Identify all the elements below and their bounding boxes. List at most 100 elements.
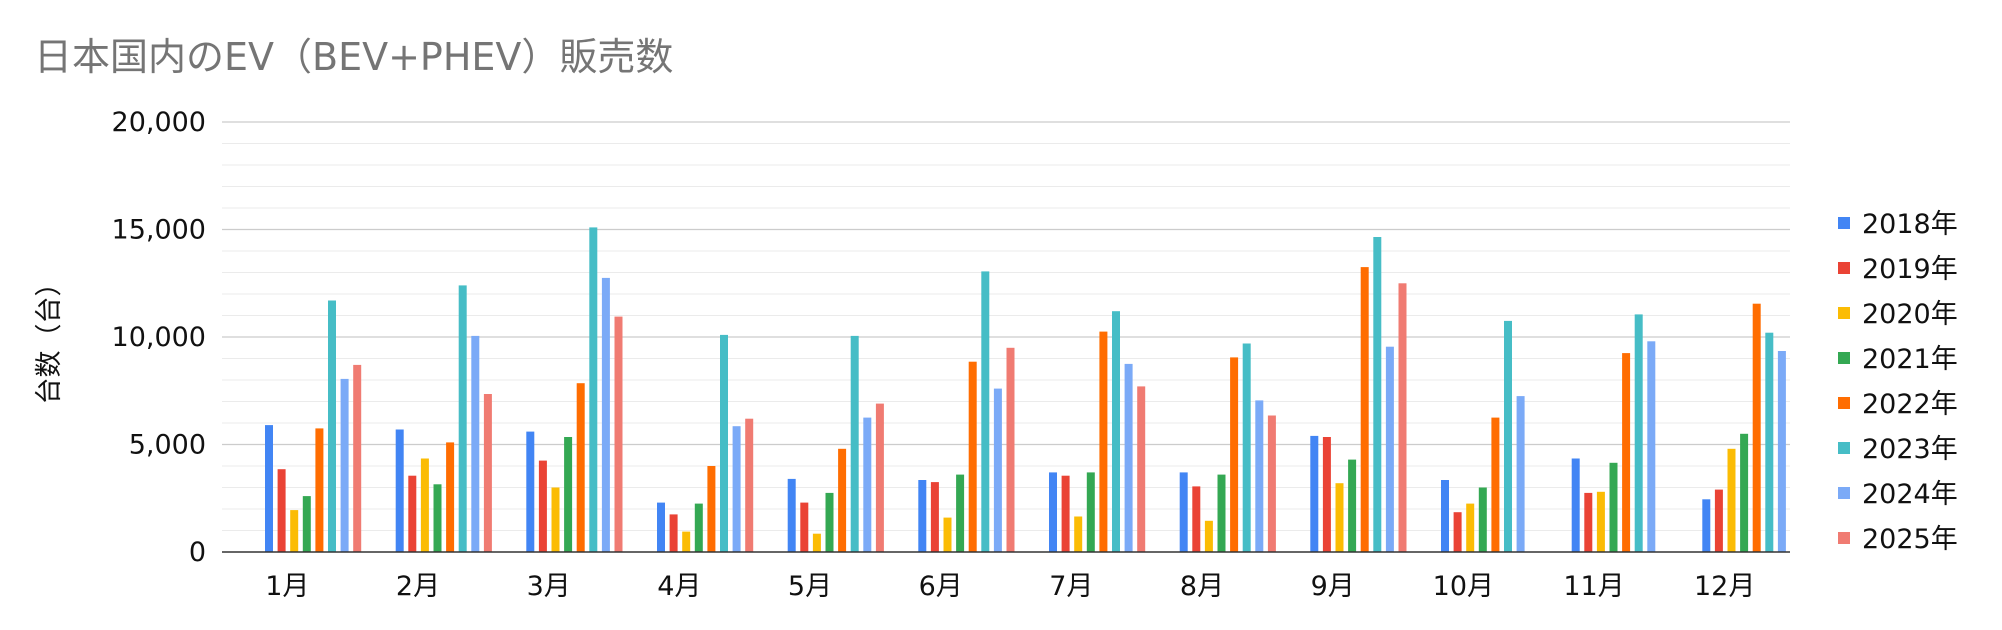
bar-2020年-10月 bbox=[1466, 503, 1475, 552]
bar-2021年-11月 bbox=[1609, 462, 1618, 552]
bar-2025年-1月 bbox=[353, 364, 362, 552]
bar-2022年-6月 bbox=[968, 361, 977, 552]
bar-2018年-6月 bbox=[918, 480, 927, 552]
bar-2019年-9月 bbox=[1322, 437, 1331, 552]
bar-2023年-10月 bbox=[1504, 320, 1512, 552]
legend: 2018年 2019年 2020年 2021年 2022年 2023年 2024年 2025年 bbox=[1838, 209, 1958, 555]
bar-2022年-4月 bbox=[707, 466, 716, 552]
bar-2020年-8月 bbox=[1204, 520, 1213, 552]
legend-swatch-2019年 bbox=[1838, 262, 1850, 274]
bar-2023年-5月 bbox=[850, 335, 859, 552]
bar-2022年-2月 bbox=[446, 442, 455, 552]
bar-2019年-8月 bbox=[1192, 486, 1201, 552]
chart-title: 日本国内のEV（BEV+PHEV）販売数 bbox=[34, 35, 673, 79]
bar-2021年-1月 bbox=[302, 496, 311, 552]
x-tick-label: 7月 bbox=[1049, 571, 1093, 602]
bar-2023年-1月 bbox=[328, 300, 336, 552]
bar-2024年-7月 bbox=[1124, 363, 1133, 552]
bar-2025年-5月 bbox=[875, 403, 884, 552]
legend-swatch-2024年 bbox=[1838, 487, 1850, 499]
bar-2020年-11月 bbox=[1596, 491, 1605, 552]
bar-2023年-3月 bbox=[589, 227, 598, 552]
bar-2021年-9月 bbox=[1348, 459, 1357, 552]
bar-2018年-8月 bbox=[1179, 472, 1188, 552]
bar-2023年-12月 bbox=[1765, 332, 1774, 552]
legend-swatch-2021年 bbox=[1838, 352, 1850, 364]
bar-2022年-11月 bbox=[1622, 353, 1631, 552]
legend-swatch-2023年 bbox=[1838, 442, 1850, 454]
bar-2019年-12月 bbox=[1714, 489, 1723, 552]
legend-label-2024年: 2024年 bbox=[1862, 479, 1958, 510]
bar-2024年-11月 bbox=[1647, 341, 1656, 552]
bar-2021年-10月 bbox=[1478, 487, 1487, 552]
bar-2018年-11月 bbox=[1571, 458, 1580, 552]
bar-2023年-11月 bbox=[1634, 314, 1643, 552]
bar-2025年-6月 bbox=[1006, 347, 1015, 553]
bar-2021年-7月 bbox=[1086, 472, 1095, 552]
bar-2020年-4月 bbox=[682, 531, 691, 552]
bar-2025年-3月 bbox=[614, 316, 623, 552]
bar-2020年-6月 bbox=[943, 517, 952, 552]
bar-2024年-4月 bbox=[732, 426, 741, 552]
x-axis: 1月 2月 3月 4月 5月 6月 7月 8月 9月 10月 11月 12月 bbox=[222, 551, 1790, 602]
bar-2018年-9月 bbox=[1310, 435, 1319, 552]
bar-2018年-10月 bbox=[1441, 480, 1449, 552]
bar-2022年-1月 bbox=[315, 428, 324, 552]
bar-2020年-5月 bbox=[812, 533, 821, 552]
bar-2021年-8月 bbox=[1217, 474, 1226, 552]
bar-2018年-4月 bbox=[657, 502, 665, 552]
bar-2025年-2月 bbox=[483, 394, 492, 552]
bar-2019年-4月 bbox=[669, 514, 678, 552]
bar-2024年-1月 bbox=[340, 378, 349, 552]
y-tick-label: 15,000 bbox=[112, 215, 206, 246]
legend-label-2021年: 2021年 bbox=[1862, 344, 1958, 375]
legend-swatch-2020年 bbox=[1838, 307, 1850, 319]
legend-label-2023年: 2023年 bbox=[1862, 434, 1958, 465]
bar-2023年-4月 bbox=[720, 334, 728, 552]
bar-2023年-9月 bbox=[1373, 237, 1382, 552]
bar-2024年-10月 bbox=[1516, 396, 1525, 552]
bar-2022年-3月 bbox=[576, 383, 585, 552]
x-tick-label: 12月 bbox=[1694, 571, 1755, 602]
y-axis: 0 5,000 10,000 15,000 20,000 bbox=[112, 107, 206, 568]
bars bbox=[265, 227, 1786, 553]
bar-2020年-2月 bbox=[420, 458, 429, 552]
bar-2018年-7月 bbox=[1049, 472, 1057, 552]
bar-2018年-1月 bbox=[265, 425, 273, 552]
bar-2020年-1月 bbox=[290, 510, 299, 552]
bar-2018年-5月 bbox=[787, 478, 796, 552]
legend-label-2019年: 2019年 bbox=[1862, 254, 1958, 285]
legend-label-2020年: 2020年 bbox=[1862, 299, 1958, 330]
grid-lines bbox=[222, 121, 1790, 531]
legend-swatch-2025年 bbox=[1838, 532, 1850, 544]
bar-2024年-3月 bbox=[601, 277, 610, 552]
legend-label-2018年: 2018年 bbox=[1862, 209, 1958, 240]
bar-2024年-12月 bbox=[1777, 351, 1786, 552]
bar-2022年-8月 bbox=[1230, 357, 1239, 552]
bar-2021年-6月 bbox=[956, 474, 965, 552]
x-tick-label: 4月 bbox=[657, 571, 701, 602]
bar-2019年-6月 bbox=[930, 482, 939, 552]
bar-2023年-2月 bbox=[458, 285, 467, 552]
bar-2022年-5月 bbox=[838, 448, 847, 552]
y-tick-label: 0 bbox=[189, 537, 206, 568]
bar-2023年-8月 bbox=[1242, 343, 1251, 552]
bar-2020年-12月 bbox=[1727, 448, 1736, 552]
bar-2019年-7月 bbox=[1061, 475, 1070, 552]
legend-label-2022年: 2022年 bbox=[1862, 389, 1958, 420]
bar-2019年-5月 bbox=[800, 502, 809, 552]
bar-2021年-3月 bbox=[564, 437, 573, 552]
x-tick-label: 3月 bbox=[527, 571, 571, 602]
bar-2021年-4月 bbox=[694, 503, 703, 552]
bar-2022年-10月 bbox=[1491, 417, 1500, 552]
bar-2020年-9月 bbox=[1335, 483, 1344, 552]
x-tick-label: 5月 bbox=[788, 571, 832, 602]
bar-2020年-7月 bbox=[1074, 516, 1083, 552]
bar-2018年-2月 bbox=[395, 429, 404, 552]
bar-2024年-8月 bbox=[1255, 400, 1264, 552]
x-tick-label: 1月 bbox=[265, 571, 309, 602]
bar-2023年-6月 bbox=[981, 271, 990, 552]
bar-2025年-9月 bbox=[1398, 283, 1407, 553]
bar-2020年-3月 bbox=[551, 487, 560, 552]
